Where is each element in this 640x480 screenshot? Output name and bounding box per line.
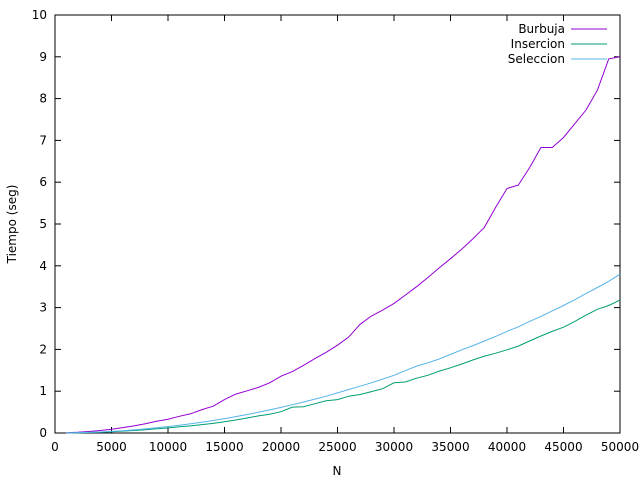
y-tick-label: 6 (39, 175, 47, 189)
x-tick-label: 0 (51, 440, 59, 454)
y-tick-label: 8 (39, 92, 47, 106)
x-tick-label: 45000 (544, 440, 582, 454)
series-line-burbuja (66, 56, 621, 434)
legend-label-burbuja: Burbuja (518, 22, 565, 36)
legend-label-seleccion: Seleccion (508, 52, 565, 66)
y-axis-label: Tiempo (seg) (5, 185, 19, 265)
y-tick-label: 2 (39, 342, 47, 356)
x-tick-label: 40000 (488, 440, 526, 454)
x-tick-label: 5000 (96, 440, 127, 454)
x-tick-label: 35000 (431, 440, 469, 454)
x-axis-label: N (333, 464, 342, 478)
series-lines (66, 56, 621, 434)
y-tick-label: 7 (39, 133, 47, 147)
y-tick-label: 5 (39, 217, 47, 231)
legend-label-insercion: Insercion (511, 37, 565, 51)
y-tick-label: 9 (39, 50, 47, 64)
y-tick-label: 0 (39, 426, 47, 440)
y-tick-label: 4 (39, 259, 47, 273)
x-tick-label: 20000 (262, 440, 300, 454)
series-line-seleccion (66, 273, 621, 434)
x-tick-label: 50000 (601, 440, 639, 454)
y-axis-ticks: 0 1 2 3 4 5 6 7 8 9 10 (32, 8, 620, 440)
x-tick-label: 15000 (205, 440, 243, 454)
x-tick-label: 10000 (149, 440, 187, 454)
y-tick-label: 10 (32, 8, 47, 22)
x-tick-label: 30000 (375, 440, 413, 454)
series-line-insercion (66, 299, 621, 434)
y-tick-label: 1 (39, 384, 47, 398)
y-tick-label: 3 (39, 301, 47, 315)
x-tick-label: 25000 (318, 440, 356, 454)
x-axis-ticks: 0 5000 10000 15000 20000 25000 30000 35000 40000… (51, 15, 639, 454)
plot-area-frame (54, 14, 621, 434)
